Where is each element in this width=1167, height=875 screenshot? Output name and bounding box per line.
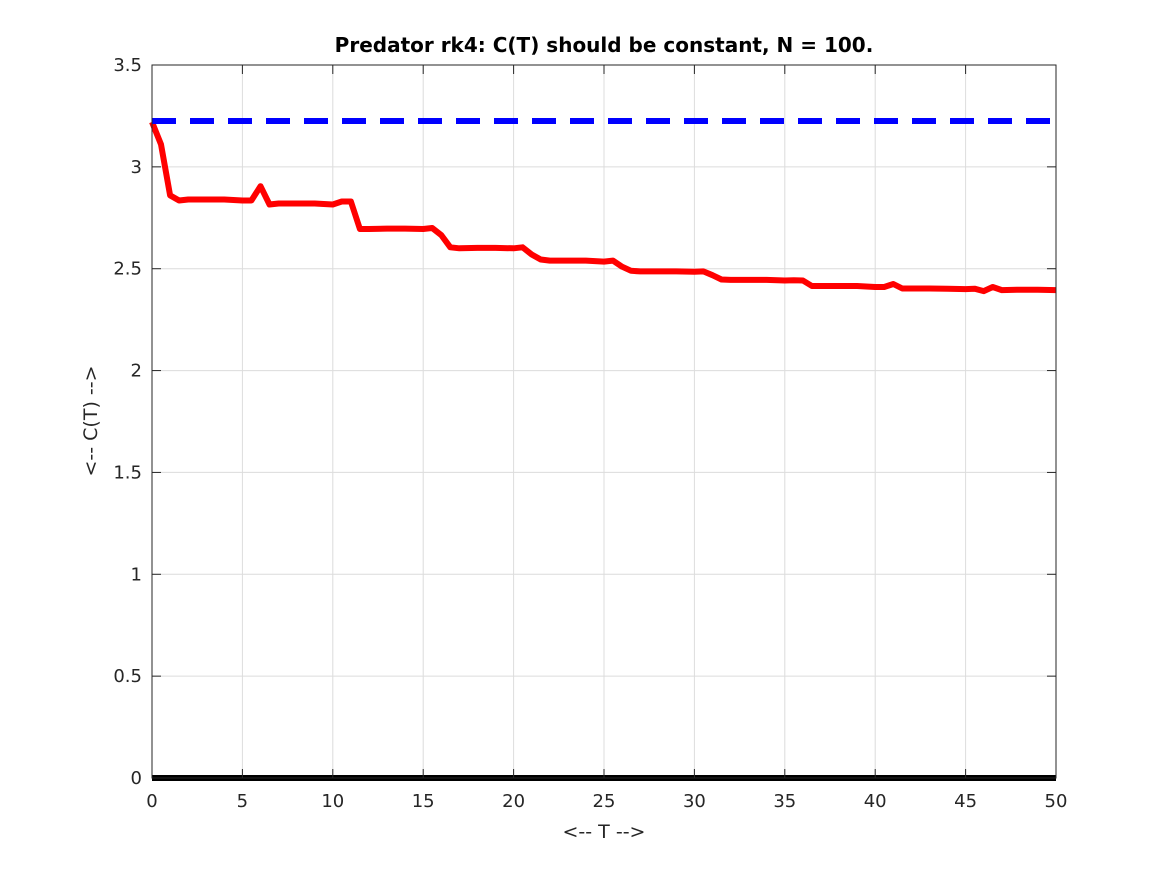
ticks: 0 5 10 15 20 25 30 35 40 45 50 0 0.5 1 1.5 2 2.5 3 3.5 xyxy=(113,55,1067,812)
y-tick-label: 3.5 xyxy=(113,55,142,76)
x-tick-label: 35 xyxy=(773,791,796,812)
x-tick-label: 5 xyxy=(237,791,248,812)
x-tick-label: 10 xyxy=(321,791,344,812)
x-axis-label: <-- T --> xyxy=(563,821,646,843)
x-tick-label: 20 xyxy=(502,791,525,812)
x-tick-label: 45 xyxy=(954,791,977,812)
y-tick-label: 1 xyxy=(131,564,142,585)
x-tick-label: 40 xyxy=(864,791,887,812)
x-tick-label: 25 xyxy=(593,791,616,812)
y-tick-label: 3 xyxy=(131,157,142,178)
x-tick-label: 15 xyxy=(412,791,435,812)
y-axis-label: <-- C(T) --> xyxy=(80,365,102,476)
x-tick-label: 0 xyxy=(146,791,157,812)
x-tick-label: 30 xyxy=(683,791,706,812)
y-tick-label: 1.5 xyxy=(113,462,142,483)
x-tick-label: 50 xyxy=(1045,791,1068,812)
y-tick-label: 2.5 xyxy=(113,259,142,280)
y-tick-label: 0 xyxy=(131,768,142,789)
series-line-red xyxy=(149,120,1057,295)
y-tick-label: 0.5 xyxy=(113,666,142,687)
chart-title: Predator rk4: C(T) should be constant, N… xyxy=(335,33,874,57)
y-tick-label: 2 xyxy=(131,361,142,382)
